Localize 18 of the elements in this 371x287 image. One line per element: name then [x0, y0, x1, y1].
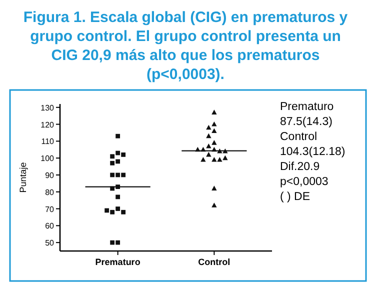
y-tick-label: 90	[45, 170, 55, 180]
text: Control	[280, 131, 318, 143]
text: Dif.20.9	[280, 161, 320, 173]
y-tick-label: 120	[40, 120, 55, 130]
text: Prematuro	[280, 101, 334, 113]
text: ( ) DE	[280, 191, 310, 203]
y-axis-title: Puntaje	[18, 162, 28, 193]
chart-title: Figura 1. Escala global (CIG) en prematuros y grupo control. El grupo control presenta un CIG 20,9 más alto que los prematuros (p<0,0003).	[23, 9, 348, 83]
y-tick-label: 50	[45, 238, 55, 248]
y-tick-label: 80	[45, 188, 55, 197]
text: p<0,0003	[280, 176, 328, 188]
text: 87.5(14.3)	[280, 116, 333, 128]
y-tick-label: 70	[45, 204, 55, 214]
y-tick-label: 110	[41, 137, 55, 146]
y-tick-label: 60	[45, 222, 55, 231]
y-tick-label: 100	[40, 154, 55, 164]
text: 104.3(12.18)	[280, 146, 346, 158]
y-tick-label: 130	[40, 103, 55, 112]
